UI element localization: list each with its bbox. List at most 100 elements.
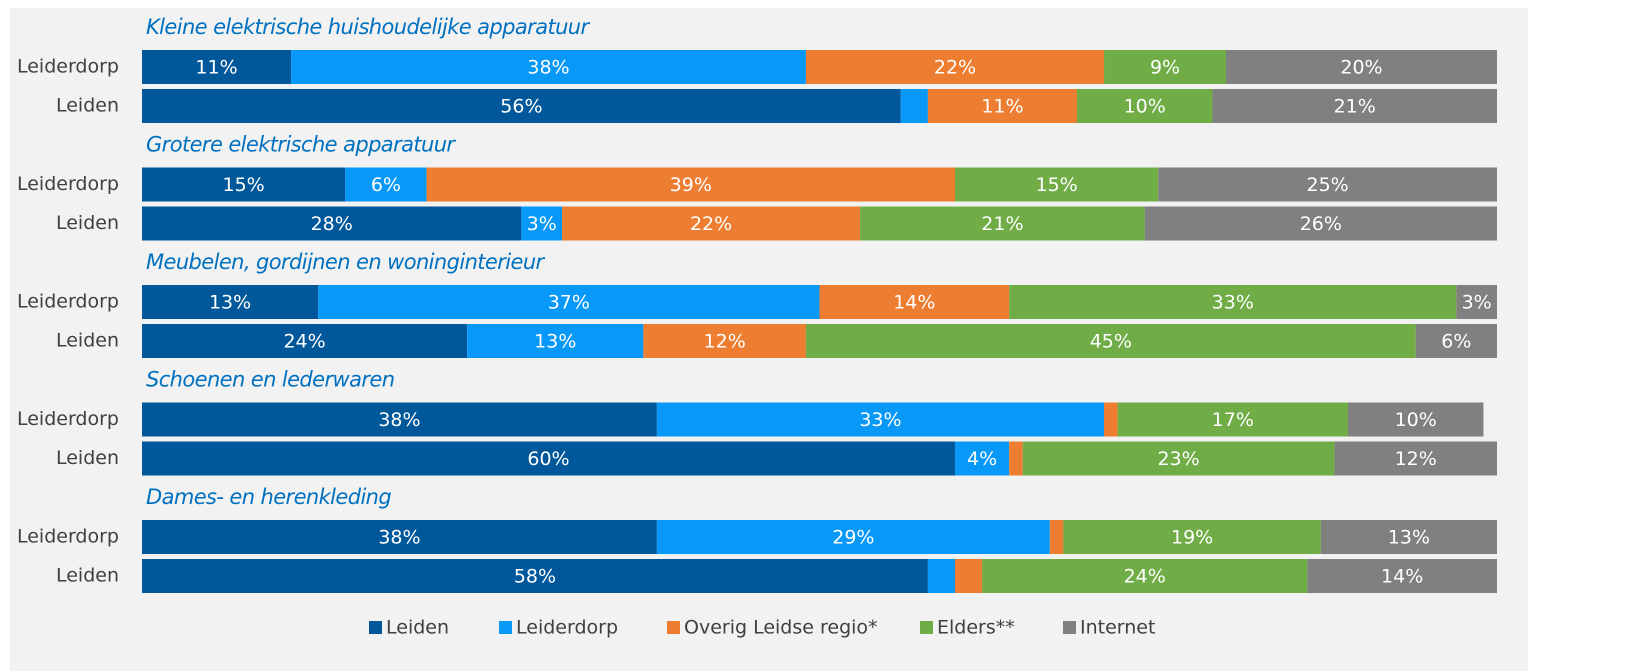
bar-segment xyxy=(1347,402,1484,437)
category-label: Leiden xyxy=(56,565,119,587)
bar-segment xyxy=(1049,520,1064,554)
value-label: 3% xyxy=(527,213,557,235)
bar-segment xyxy=(955,167,1159,202)
bar-segment xyxy=(1212,89,1497,123)
value-label: 13% xyxy=(209,292,251,314)
value-label: 22% xyxy=(690,213,732,235)
value-label: 19% xyxy=(1171,527,1213,549)
group-title: Dames- en herenkleding xyxy=(146,485,391,509)
category-label: Leiderdorp xyxy=(17,173,119,195)
bar-segment xyxy=(467,324,644,358)
value-label: 29% xyxy=(832,527,874,549)
bar-segment xyxy=(927,559,955,593)
bar-segment xyxy=(345,167,427,202)
bar-segment xyxy=(900,89,928,123)
category-label: Leiden xyxy=(56,95,119,117)
value-label: 15% xyxy=(223,174,265,196)
legend-label: Internet xyxy=(1080,617,1155,639)
bar-segment xyxy=(805,324,1416,358)
bar-segment xyxy=(1144,206,1497,241)
bar-segment xyxy=(1226,50,1497,84)
legend-label: Leiderdorp xyxy=(516,617,618,639)
legend-swatch xyxy=(920,621,933,634)
bar-segment xyxy=(142,324,468,358)
value-label: 12% xyxy=(704,331,746,353)
legend-swatch xyxy=(499,621,512,634)
category-label: Leiderdorp xyxy=(17,56,119,78)
bar-segment xyxy=(1415,324,1497,358)
value-label: 24% xyxy=(1124,566,1166,588)
bar-segment xyxy=(656,520,1050,554)
value-label: 38% xyxy=(378,527,420,549)
bar-segment xyxy=(142,285,319,319)
value-label: 38% xyxy=(378,409,420,431)
bar-segment xyxy=(1158,167,1497,202)
value-label: 33% xyxy=(859,409,901,431)
bar-segment xyxy=(1009,285,1457,319)
value-label: 9% xyxy=(1150,57,1180,79)
value-label: 17% xyxy=(1212,409,1254,431)
value-label: 10% xyxy=(1124,96,1166,118)
value-label: 28% xyxy=(311,213,353,235)
bar-segment xyxy=(1307,559,1497,593)
value-label: 33% xyxy=(1212,292,1254,314)
legend-label: Leiden xyxy=(386,617,449,639)
bar-segment xyxy=(643,324,806,358)
bar-segment xyxy=(1334,441,1497,476)
bar-segment xyxy=(819,285,1010,319)
value-label: 21% xyxy=(981,213,1023,235)
bar-segment xyxy=(142,50,292,84)
category-label: Leiderdorp xyxy=(17,408,119,430)
value-label: 11% xyxy=(981,96,1023,118)
bar-segment xyxy=(142,402,657,437)
value-label: 25% xyxy=(1307,174,1349,196)
value-label: 22% xyxy=(934,57,976,79)
bar-segment xyxy=(927,89,1077,123)
value-label: 4% xyxy=(967,448,997,470)
category-label: Leiderdorp xyxy=(17,291,119,313)
group-title: Grotere elektrische apparatuur xyxy=(146,133,456,157)
value-label: 14% xyxy=(1381,566,1423,588)
group-title: Schoenen en lederwaren xyxy=(146,368,394,392)
bar-segment xyxy=(1117,402,1348,437)
value-label: 56% xyxy=(500,96,542,118)
bar-segment xyxy=(562,206,861,241)
bar-segment xyxy=(805,50,1105,84)
bar-segment xyxy=(955,441,1010,476)
bar-segment xyxy=(955,559,983,593)
value-label: 24% xyxy=(283,331,325,353)
value-label: 15% xyxy=(1036,174,1078,196)
legend-swatch xyxy=(369,621,382,634)
value-label: 39% xyxy=(670,174,712,196)
bar-segment xyxy=(1022,441,1335,476)
value-label: 45% xyxy=(1090,331,1132,353)
legend-swatch xyxy=(1063,621,1076,634)
value-label: 11% xyxy=(195,57,237,79)
value-label: 14% xyxy=(893,292,935,314)
bar-segment xyxy=(318,285,820,319)
value-label: 10% xyxy=(1395,409,1437,431)
value-label: 6% xyxy=(1441,331,1471,353)
category-label: Leiden xyxy=(56,330,119,352)
bar-segment xyxy=(142,167,346,202)
category-label: Leiden xyxy=(56,447,119,469)
value-label: 23% xyxy=(1157,448,1199,470)
bar-segment xyxy=(521,206,563,241)
value-label: 13% xyxy=(1388,527,1430,549)
category-label: Leiden xyxy=(56,212,119,234)
bar-segment xyxy=(1076,89,1213,123)
group-title: Meubelen, gordijnen en woninginterieur xyxy=(146,250,546,274)
bar-segment xyxy=(142,559,928,593)
value-label: 58% xyxy=(514,566,556,588)
value-label: 60% xyxy=(527,448,569,470)
bar-segment xyxy=(291,50,806,84)
legend-label: Overig Leidse regio* xyxy=(684,617,878,639)
bar-segment xyxy=(1063,520,1321,554)
bar-segment xyxy=(1456,285,1497,319)
bar-segment xyxy=(142,89,901,123)
bar-segment xyxy=(656,402,1105,437)
value-label: 13% xyxy=(534,331,576,353)
value-label: 3% xyxy=(1462,292,1492,314)
group-title: Kleine elektrische huishoudelijke appara… xyxy=(146,15,591,39)
